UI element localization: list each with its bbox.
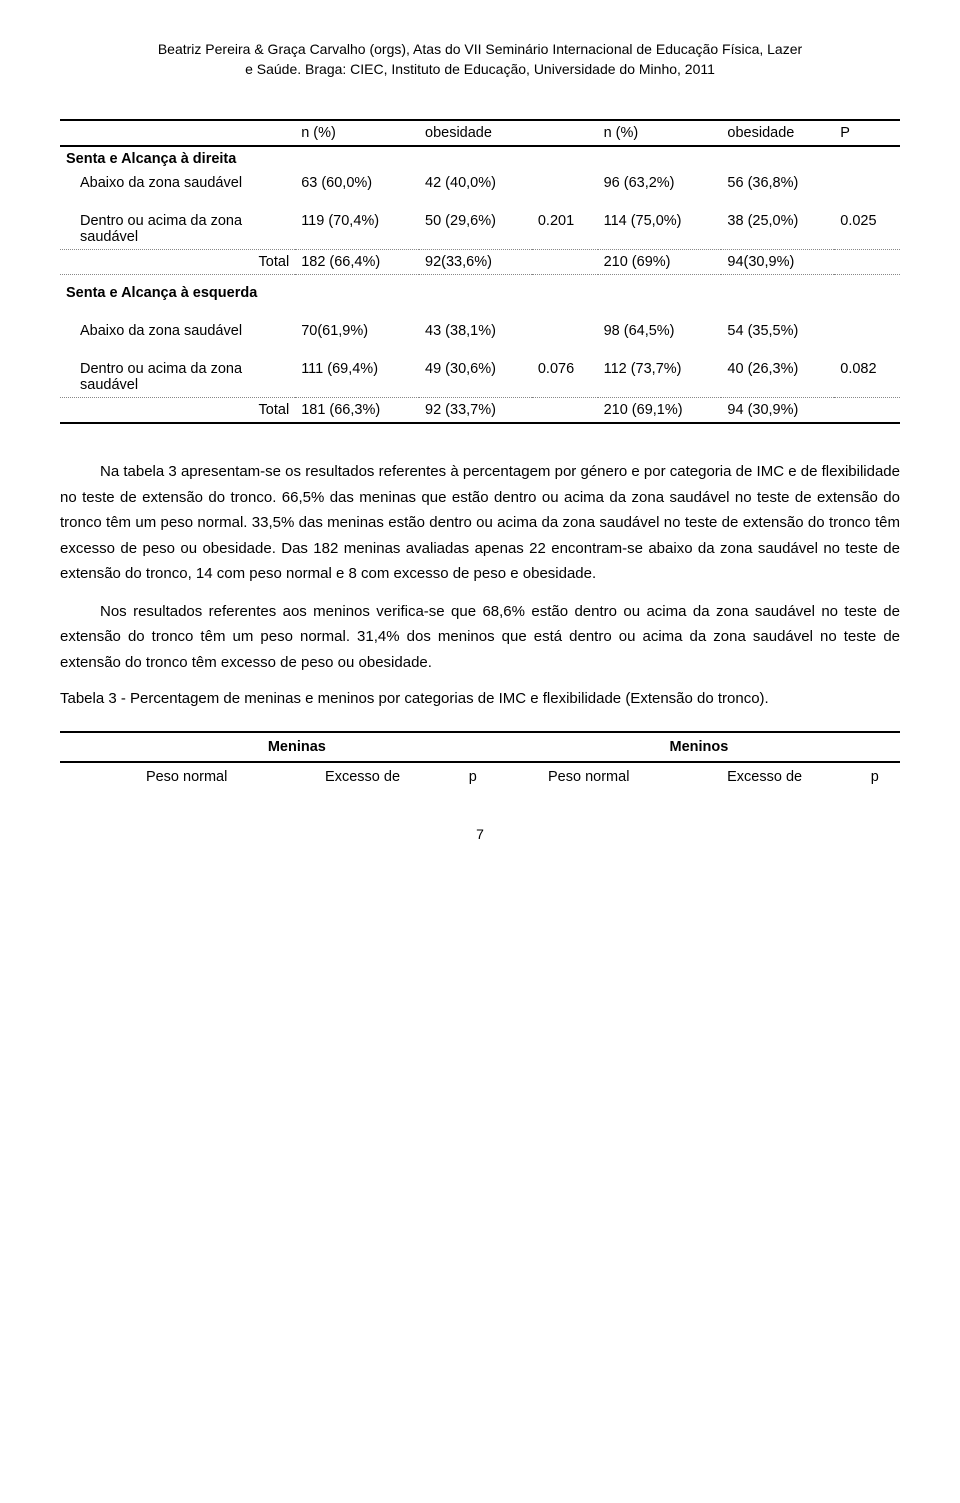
rowL3-label: Total	[60, 398, 295, 424]
rowR3-v6	[834, 250, 900, 275]
t1-h-c5: P	[834, 120, 900, 146]
rowR1-v2: 42 (40,0%)	[419, 171, 532, 195]
rowL1-v4: 98 (64,5%)	[598, 319, 722, 343]
body-text: Na tabela 3 apresentam-se os resultados …	[60, 459, 900, 711]
t1-h-c2: obesidade	[419, 120, 532, 146]
rowR2-label: Dentro ou acima da zona saudável	[60, 209, 295, 250]
rowL2-v1: 111 (69,4%)	[295, 357, 419, 398]
rowL3-v1: 181 (66,3%)	[295, 398, 419, 424]
header-line1: Beatriz Pereira & Graça Carvalho (orgs),…	[158, 41, 802, 57]
t1-h-c4: obesidade	[721, 120, 834, 146]
paper-header: Beatriz Pereira & Graça Carvalho (orgs),…	[60, 40, 900, 79]
rowL1-v1: 70(61,9%)	[295, 319, 419, 343]
rowR1-v1: 63 (60,0%)	[295, 171, 419, 195]
rowR2-v3: 0.201	[532, 209, 598, 250]
rowR1-v3	[532, 171, 598, 195]
rowL3-v2: 92 (33,7%)	[419, 398, 532, 424]
rowR2-v6: 0.025	[834, 209, 900, 250]
rowR3-v5: 94(30,9%)	[721, 250, 834, 275]
rowL3-v4: 210 (69,1%)	[598, 398, 722, 424]
rowR2-v4: 114 (75,0%)	[598, 209, 722, 250]
table3-caption: Tabela 3 - Percentagem de meninas e meni…	[60, 687, 900, 711]
t3-h1: Meninas	[96, 732, 498, 762]
rowL2-v3: 0.076	[532, 357, 598, 398]
t3-c1: Peso normal	[96, 762, 278, 791]
rowR3-label: Total	[60, 250, 295, 275]
group-direita: Senta e Alcança à direita	[60, 146, 900, 171]
rowR1-v4: 96 (63,2%)	[598, 171, 722, 195]
rowL2-label: Dentro ou acima da zona saudável	[60, 357, 295, 398]
rowL2-v2: 49 (30,6%)	[419, 357, 532, 398]
rowR3-v1: 182 (66,4%)	[295, 250, 419, 275]
rowL1-v5: 54 (35,5%)	[721, 319, 834, 343]
rowR2-v1: 119 (70,4%)	[295, 209, 419, 250]
t3-h2: Meninos	[498, 732, 900, 762]
t3-c3: p	[448, 762, 498, 791]
t3-c5: Excesso de	[680, 762, 850, 791]
rowL2-v4: 112 (73,7%)	[598, 357, 722, 398]
paragraph-1: Na tabela 3 apresentam-se os resultados …	[60, 459, 900, 587]
rowR3-v4: 210 (69%)	[598, 250, 722, 275]
t1-h-c3: n (%)	[598, 120, 722, 146]
rowL3-v5: 94 (30,9%)	[721, 398, 834, 424]
rowL1-v6	[834, 319, 900, 343]
t3-c2: Excesso de	[277, 762, 447, 791]
rowL2-v6: 0.082	[834, 357, 900, 398]
t3-c6: p	[850, 762, 900, 791]
table1: n (%) obesidade n (%) obesidade P Senta …	[60, 119, 900, 424]
rowL1-label: Abaixo da zona saudável	[60, 319, 295, 343]
rowR2-v2: 50 (29,6%)	[419, 209, 532, 250]
rowR1-label: Abaixo da zona saudável	[60, 171, 295, 195]
rowL3-v3	[532, 398, 598, 424]
rowL3-v6	[834, 398, 900, 424]
paragraph-2: Nos resultados referentes aos meninos ve…	[60, 599, 900, 676]
rowL1-v2: 43 (38,1%)	[419, 319, 532, 343]
rowR2-v5: 38 (25,0%)	[721, 209, 834, 250]
rowL2-v5: 40 (26,3%)	[721, 357, 834, 398]
rowR1-v5: 56 (36,8%)	[721, 171, 834, 195]
group-esquerda: Senta e Alcança à esquerda	[60, 275, 900, 306]
t3-c4: Peso normal	[498, 762, 680, 791]
table3: Meninas Meninos Peso normal Excesso de p…	[60, 731, 900, 791]
rowR1-v6	[834, 171, 900, 195]
rowR3-v3	[532, 250, 598, 275]
rowR3-v2: 92(33,6%)	[419, 250, 532, 275]
t1-h-c1: n (%)	[295, 120, 419, 146]
header-line2: e Saúde. Braga: CIEC, Instituto de Educa…	[245, 61, 715, 77]
rowL1-v3	[532, 319, 598, 343]
page-number: 7	[60, 826, 900, 842]
